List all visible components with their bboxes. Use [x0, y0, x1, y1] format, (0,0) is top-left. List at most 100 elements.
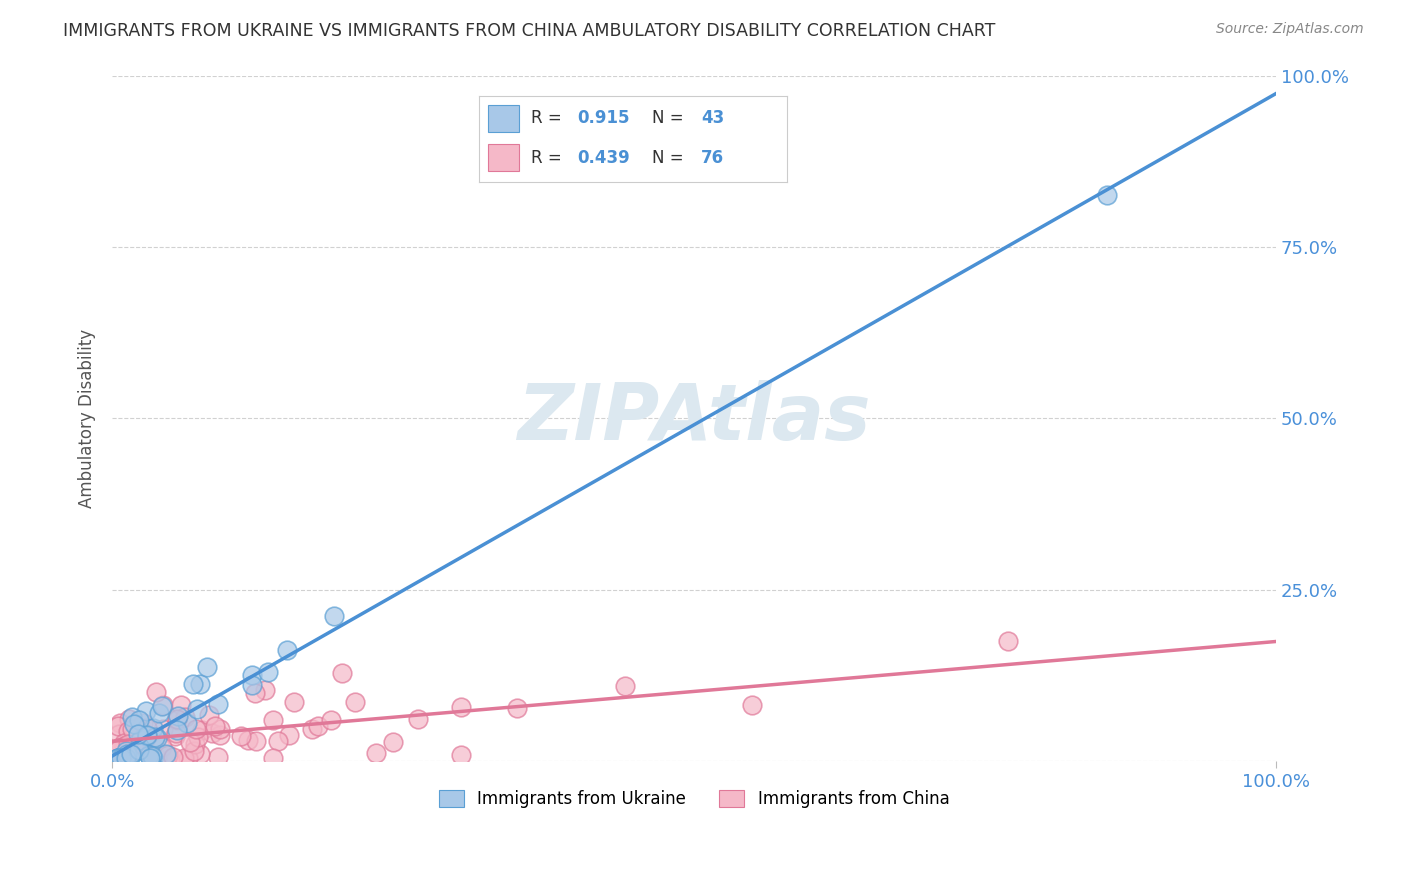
Point — [127, 737, 149, 751]
Point — [238, 732, 260, 747]
Point — [150, 699, 173, 714]
Point — [343, 695, 366, 709]
Point — [117, 738, 139, 752]
Point — [152, 698, 174, 713]
Point — [145, 731, 167, 745]
Point — [201, 726, 224, 740]
Point — [107, 743, 129, 757]
Point — [141, 750, 163, 764]
Point — [107, 741, 129, 756]
Text: Source: ZipAtlas.com: Source: ZipAtlas.com — [1216, 22, 1364, 37]
Point — [208, 722, 231, 736]
Point — [166, 723, 188, 737]
Point — [132, 734, 155, 748]
Point — [997, 634, 1019, 648]
Point — [166, 714, 188, 728]
Point — [134, 732, 156, 747]
Point — [191, 723, 214, 737]
Point — [114, 750, 136, 764]
Point — [121, 709, 143, 723]
Point — [204, 719, 226, 733]
Point — [138, 747, 160, 762]
Point — [267, 734, 290, 748]
Point — [406, 712, 429, 726]
Point — [110, 750, 132, 764]
Point — [243, 686, 266, 700]
Point — [277, 728, 299, 742]
Y-axis label: Ambulatory Disability: Ambulatory Disability — [79, 329, 96, 508]
Point — [107, 750, 129, 764]
Point — [120, 750, 142, 764]
Point — [173, 750, 195, 764]
Point — [112, 736, 135, 750]
Point — [207, 750, 229, 764]
Point — [143, 731, 166, 745]
Text: IMMIGRANTS FROM UKRAINE VS IMMIGRANTS FROM CHINA AMBULATORY DISABILITY CORRELATI: IMMIGRANTS FROM UKRAINE VS IMMIGRANTS FR… — [63, 22, 995, 40]
Point — [231, 729, 253, 743]
Point — [121, 722, 143, 736]
Point — [108, 716, 131, 731]
Point — [120, 747, 142, 761]
Point — [179, 735, 201, 749]
Point — [136, 728, 159, 742]
Point — [107, 741, 129, 756]
Point — [240, 678, 263, 692]
Point — [262, 750, 284, 764]
Point — [450, 700, 472, 714]
Point — [209, 728, 232, 742]
Point — [115, 750, 138, 764]
Point — [136, 721, 159, 735]
Point — [122, 737, 145, 751]
Point — [186, 702, 208, 716]
Point — [142, 721, 165, 735]
Point — [187, 730, 209, 744]
Point — [128, 713, 150, 727]
Point — [136, 729, 159, 743]
Point — [450, 747, 472, 762]
Point — [195, 659, 218, 673]
Point — [323, 608, 346, 623]
Point — [157, 747, 180, 762]
Point — [115, 744, 138, 758]
Point — [174, 710, 197, 724]
Point — [142, 750, 165, 764]
Point — [107, 750, 129, 764]
Point — [150, 739, 173, 754]
Point — [148, 706, 170, 721]
Point — [131, 715, 153, 730]
Point — [165, 726, 187, 740]
Point — [741, 698, 763, 713]
Point — [128, 720, 150, 734]
Point — [1095, 188, 1118, 202]
Point — [614, 679, 637, 693]
Point — [107, 750, 129, 764]
Point — [245, 734, 267, 748]
Point — [166, 712, 188, 726]
Point — [122, 716, 145, 731]
Point — [152, 722, 174, 736]
Point — [183, 738, 205, 752]
Point — [276, 642, 298, 657]
Point — [146, 750, 169, 764]
Point — [188, 747, 211, 761]
Point — [145, 685, 167, 699]
Point — [188, 677, 211, 691]
Point — [301, 723, 323, 737]
Point — [198, 708, 221, 723]
Point — [162, 750, 184, 764]
Point — [381, 735, 404, 749]
Point — [107, 750, 129, 764]
Point — [321, 713, 343, 727]
Point — [170, 698, 193, 712]
Legend: Immigrants from Ukraine, Immigrants from China: Immigrants from Ukraine, Immigrants from… — [432, 783, 956, 814]
Point — [307, 719, 329, 733]
Point — [330, 665, 353, 680]
Point — [283, 694, 305, 708]
Point — [186, 722, 208, 736]
Point — [364, 747, 387, 761]
Point — [141, 748, 163, 763]
Point — [107, 750, 129, 764]
Point — [183, 743, 205, 757]
Point — [117, 747, 139, 761]
Point — [262, 713, 284, 727]
